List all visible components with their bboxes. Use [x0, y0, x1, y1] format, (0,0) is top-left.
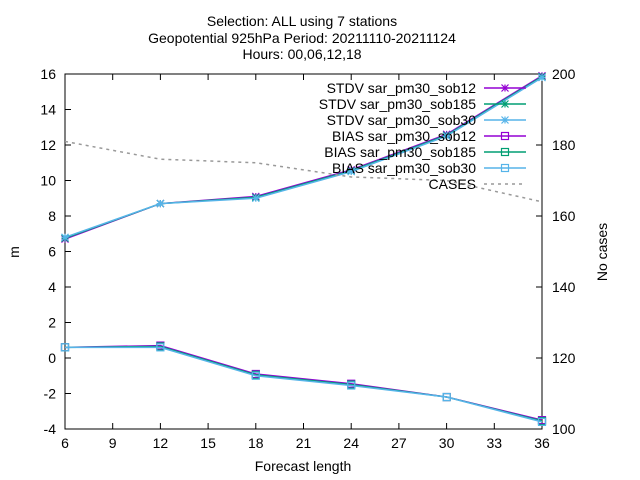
y-tick-label: 12: [40, 137, 56, 153]
series-6: [64, 140, 543, 203]
legend-label: BIAS sar_pm30_sob30: [332, 160, 476, 176]
x-axis-label: Forecast length: [255, 458, 352, 474]
legend-entry: CASES: [429, 176, 526, 192]
x-axis-ticks: 6 9 12 15 18 21 24 27 30 33 36: [61, 74, 550, 451]
x-tick-label: 30: [439, 435, 455, 451]
y2-tick-label: 200: [552, 66, 576, 82]
data-point: [251, 194, 260, 203]
legend-label: BIAS sar_pm30_sob12: [332, 128, 476, 144]
legend-entry: BIAS sar_pm30_sob30: [332, 160, 526, 176]
data-point: [442, 392, 451, 402]
y-axis-label: m: [6, 246, 22, 258]
legend-label: CASES: [429, 176, 476, 192]
series-line: [64, 344, 543, 421]
y-tick-label: 16: [40, 66, 56, 82]
title-line-2: Geopotential 925hPa Period: 20211110-202…: [148, 30, 456, 46]
series-4: [60, 342, 547, 426]
series-5: [60, 343, 547, 426]
y-tick-label: 6: [48, 244, 56, 260]
data-point: [442, 132, 451, 141]
series-line: [64, 140, 543, 203]
x-tick-label: 12: [153, 435, 169, 451]
data-point: [61, 233, 69, 242]
y-tick-label: -4: [44, 421, 57, 437]
chart-title: Selection: ALL using 7 stations Geopoten…: [148, 13, 456, 62]
x-tick-label: 21: [296, 435, 312, 451]
title-line-3: Hours: 00,06,12,18: [242, 46, 361, 62]
legend-label: STDV sar_pm30_sob12: [327, 80, 477, 96]
data-point: [156, 343, 165, 352]
data-point: [347, 381, 356, 390]
x-tick-label: 18: [248, 435, 264, 451]
y-tick-label: 4: [48, 279, 56, 295]
x-tick-label: 9: [109, 435, 117, 451]
legend-entry: STDV sar_pm30_sob185: [319, 96, 526, 112]
series-line: [65, 346, 543, 423]
x-tick-label: 24: [343, 435, 359, 451]
y-tick-label: 8: [48, 208, 56, 224]
legend-entry: STDV sar_pm30_sob30: [327, 112, 526, 128]
y2-tick-label: 140: [552, 279, 576, 295]
data-point: [251, 371, 260, 380]
y-tick-label: 0: [48, 350, 56, 366]
data-point: [347, 167, 356, 176]
title-line-1: Selection: ALL using 7 stations: [207, 13, 397, 29]
data-point: [60, 343, 70, 352]
legend-marker: [500, 131, 510, 141]
y2-axis-label: No cases: [594, 223, 610, 281]
series-line: [64, 76, 543, 239]
x-tick-label: 15: [200, 435, 216, 451]
y2-tick-label: 160: [552, 208, 576, 224]
legend-entry: BIAS sar_pm30_sob185: [324, 144, 526, 160]
legend-marker: [500, 147, 510, 157]
series-line: [64, 345, 543, 422]
y2-tick-label: 100: [552, 421, 576, 437]
legend-label: BIAS sar_pm30_sob185: [324, 144, 476, 160]
legend-marker: [501, 116, 509, 124]
legend-marker: [500, 163, 510, 173]
series-layer: [60, 71, 547, 426]
legend-label: STDV sar_pm30_sob185: [319, 96, 476, 112]
data-point: [538, 73, 546, 82]
legend-entry: STDV sar_pm30_sob12: [327, 80, 526, 96]
legend-marker: [501, 84, 509, 92]
y-axis-ticks: -4 -2 0 2 4 6 8 10 12 14 16: [40, 66, 71, 437]
legend-entry: BIAS sar_pm30_sob12: [332, 128, 526, 144]
series-3: [60, 341, 547, 425]
x-tick-label: 6: [61, 435, 69, 451]
data-point: [537, 417, 547, 426]
y-tick-label: -2: [44, 386, 57, 402]
y2-axis-ticks: 100 120 140 160 180 200: [536, 66, 576, 437]
legend-marker: [501, 100, 509, 108]
y2-tick-label: 180: [552, 137, 576, 153]
y2-tick-label: 120: [552, 350, 576, 366]
y-tick-label: 2: [48, 315, 56, 331]
y-tick-label: 14: [40, 102, 56, 118]
y-tick-label: 10: [40, 173, 56, 189]
x-tick-label: 27: [391, 435, 407, 451]
series-2: [61, 73, 546, 242]
x-tick-label: 36: [534, 435, 550, 451]
data-point: [156, 199, 165, 208]
x-tick-label: 33: [487, 435, 503, 451]
legend-label: STDV sar_pm30_sob30: [327, 112, 477, 128]
